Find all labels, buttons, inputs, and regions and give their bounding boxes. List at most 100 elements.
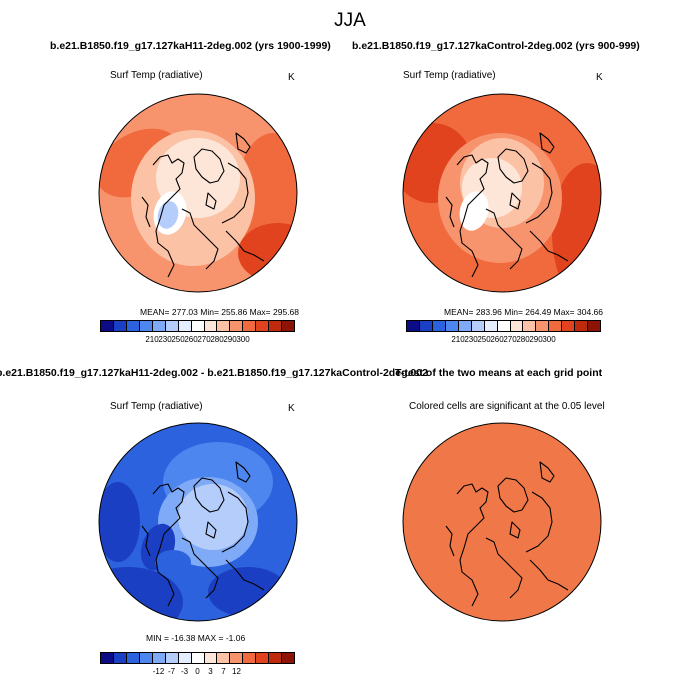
panel2-colorbar-cell [484, 321, 498, 331]
panel2-border [402, 93, 602, 293]
panel1-field [99, 94, 297, 292]
panel2-colorbar-cell [575, 321, 589, 331]
panel4-polar-map [402, 422, 602, 622]
panel1-coastline-5 [141, 196, 151, 228]
panel2-colorbar-tick-label: 250 [477, 335, 491, 344]
panel2-colorbar-cell [523, 321, 537, 331]
panel1-colorbar-tick-label: 250 [171, 335, 185, 344]
panel4-significance-label: Colored cells are significant at the 0.0… [409, 401, 605, 412]
panel1-colorbar-tick-label: 290 [223, 335, 237, 344]
panel3-colorbar-tick-label: 12 [232, 667, 241, 676]
panel2-coastline-2 [525, 162, 553, 224]
panel1-colorbar [100, 320, 295, 332]
panel1-colorbar-cell [113, 321, 127, 331]
panel2-colorbar-tick-label: 230 [464, 335, 478, 344]
panel1-coastline-1 [193, 148, 225, 184]
panel4-border [402, 422, 602, 622]
panel3-colorbar-tick-label: 7 [221, 667, 226, 676]
panel3-coastline-5 [141, 525, 151, 557]
panel1-colorbar-cell [282, 321, 295, 331]
panel2-stats: MEAN= 283.96 Min= 264.49 Max= 304.66 [444, 307, 604, 317]
panel3-colorbar-cell [282, 653, 295, 663]
panel1-colorbar-cell [256, 321, 270, 331]
panel1-coastline-2 [221, 162, 249, 224]
panel1-coastline-0 [152, 154, 185, 278]
panel2-colorbar-tick-label: 300 [542, 335, 556, 344]
panel1-colorbar-cell [126, 321, 140, 331]
panel2-field-region-7 [459, 191, 489, 231]
panel3-border [98, 422, 298, 622]
panel3-colorbar-cell [269, 653, 283, 663]
panel2-colorbar-cell [562, 321, 576, 331]
panel3-colorbar-cell [243, 653, 257, 663]
panel1-title: b.e21.B1850.f19_g17.127kaH11-2deg.002 (y… [50, 40, 331, 52]
panel2-field-region-2 [552, 163, 601, 292]
panel3-colorbar-tick-label: 3 [208, 667, 213, 676]
panel1-colorbar-cell [269, 321, 283, 331]
panel3-colorbar-cell [101, 653, 114, 663]
panel4-coastline-4 [529, 559, 569, 591]
panel3-field-region-2 [99, 482, 140, 562]
panel1-colorbar-tick-label: 210 [145, 335, 159, 344]
panel2-colorbar-tick-label: 270 [503, 335, 517, 344]
panel2-field-region-3 [567, 256, 601, 292]
panel3-coastline-1 [193, 477, 225, 513]
panel1-coastline-7 [205, 192, 217, 210]
panel1-colorbar-cell [101, 321, 114, 331]
panel4-coastline-7 [509, 521, 521, 539]
panel2-colorbar-cell [419, 321, 433, 331]
panel2-colorbar-cell [458, 321, 472, 331]
panel3-colorbar-cell [256, 653, 270, 663]
panel2-coastline-7 [509, 192, 521, 210]
panel1-variable-label: Surf Temp (radiative) [110, 70, 203, 81]
panel1-colorbar-cell [139, 321, 153, 331]
panel2-coastline-5 [445, 196, 455, 228]
panel3-field-region-8 [155, 550, 191, 574]
panel1-colorbar-cell [191, 321, 205, 331]
panel3-stats: MIN = -16.38 MAX = -1.06 [146, 633, 246, 643]
panel4-coastline-3 [485, 537, 523, 599]
panel2-title: b.e21.B1850.f19_g17.127kaControl-2deg.00… [352, 40, 640, 52]
panel2-coastline-4 [529, 230, 569, 262]
panel3-colorbar-tick-label: 0 [195, 667, 200, 676]
panel1-colorbar-cell [243, 321, 257, 331]
panel3-field-region-6 [178, 484, 248, 550]
panel1-coastline-4 [225, 230, 265, 262]
panel1-colorbar-cell [178, 321, 192, 331]
panel2-colorbar [406, 320, 601, 332]
panel2-colorbar-cell [536, 321, 550, 331]
panel2-field [403, 94, 601, 292]
panel3-coastline-4 [225, 559, 265, 591]
panel1-colorbar-tick-label: 300 [236, 335, 250, 344]
panel1-colorbar-cell [204, 321, 218, 331]
panel3-colorbar-cell [217, 653, 231, 663]
panel3-coastline-7 [205, 521, 217, 539]
panel2-polar-map [402, 93, 602, 293]
panel3-units-label: K [288, 403, 295, 414]
panel2-colorbar-tick-label: 260 [490, 335, 504, 344]
panel1-colorbar-tick-label: 230 [158, 335, 172, 344]
panel2-coastline-6 [539, 132, 555, 154]
panel3-polar-map [98, 422, 298, 622]
panel3-colorbar-cell [165, 653, 179, 663]
panel3-field-region-1 [99, 567, 183, 621]
panel2-colorbar-tick-label: 210 [451, 335, 465, 344]
panel2-colorbar-cell [471, 321, 485, 331]
panel2-colorbar-cell [497, 321, 511, 331]
panel3-field [99, 423, 297, 621]
panel3-colorbar-cell [126, 653, 140, 663]
panel2-coastline-0 [456, 154, 489, 278]
panel4-coastline-1 [497, 477, 529, 513]
panel2-coastline-1 [497, 148, 529, 184]
panel3-colorbar-cell [204, 653, 218, 663]
panel1-border [98, 93, 298, 293]
panel3-colorbar-cell [113, 653, 127, 663]
panel1-colorbar-cell [217, 321, 231, 331]
panel2-colorbar-cell [510, 321, 524, 331]
panel3-coastline-6 [235, 461, 251, 483]
panel3-coastline-3 [181, 537, 219, 599]
figure-title: JJA [334, 10, 366, 31]
panel3-colorbar-tick-label: -12 [152, 667, 165, 676]
panel4-title: T-test of the two means at each grid poi… [395, 367, 603, 379]
panel2-coastline-3 [485, 208, 523, 270]
